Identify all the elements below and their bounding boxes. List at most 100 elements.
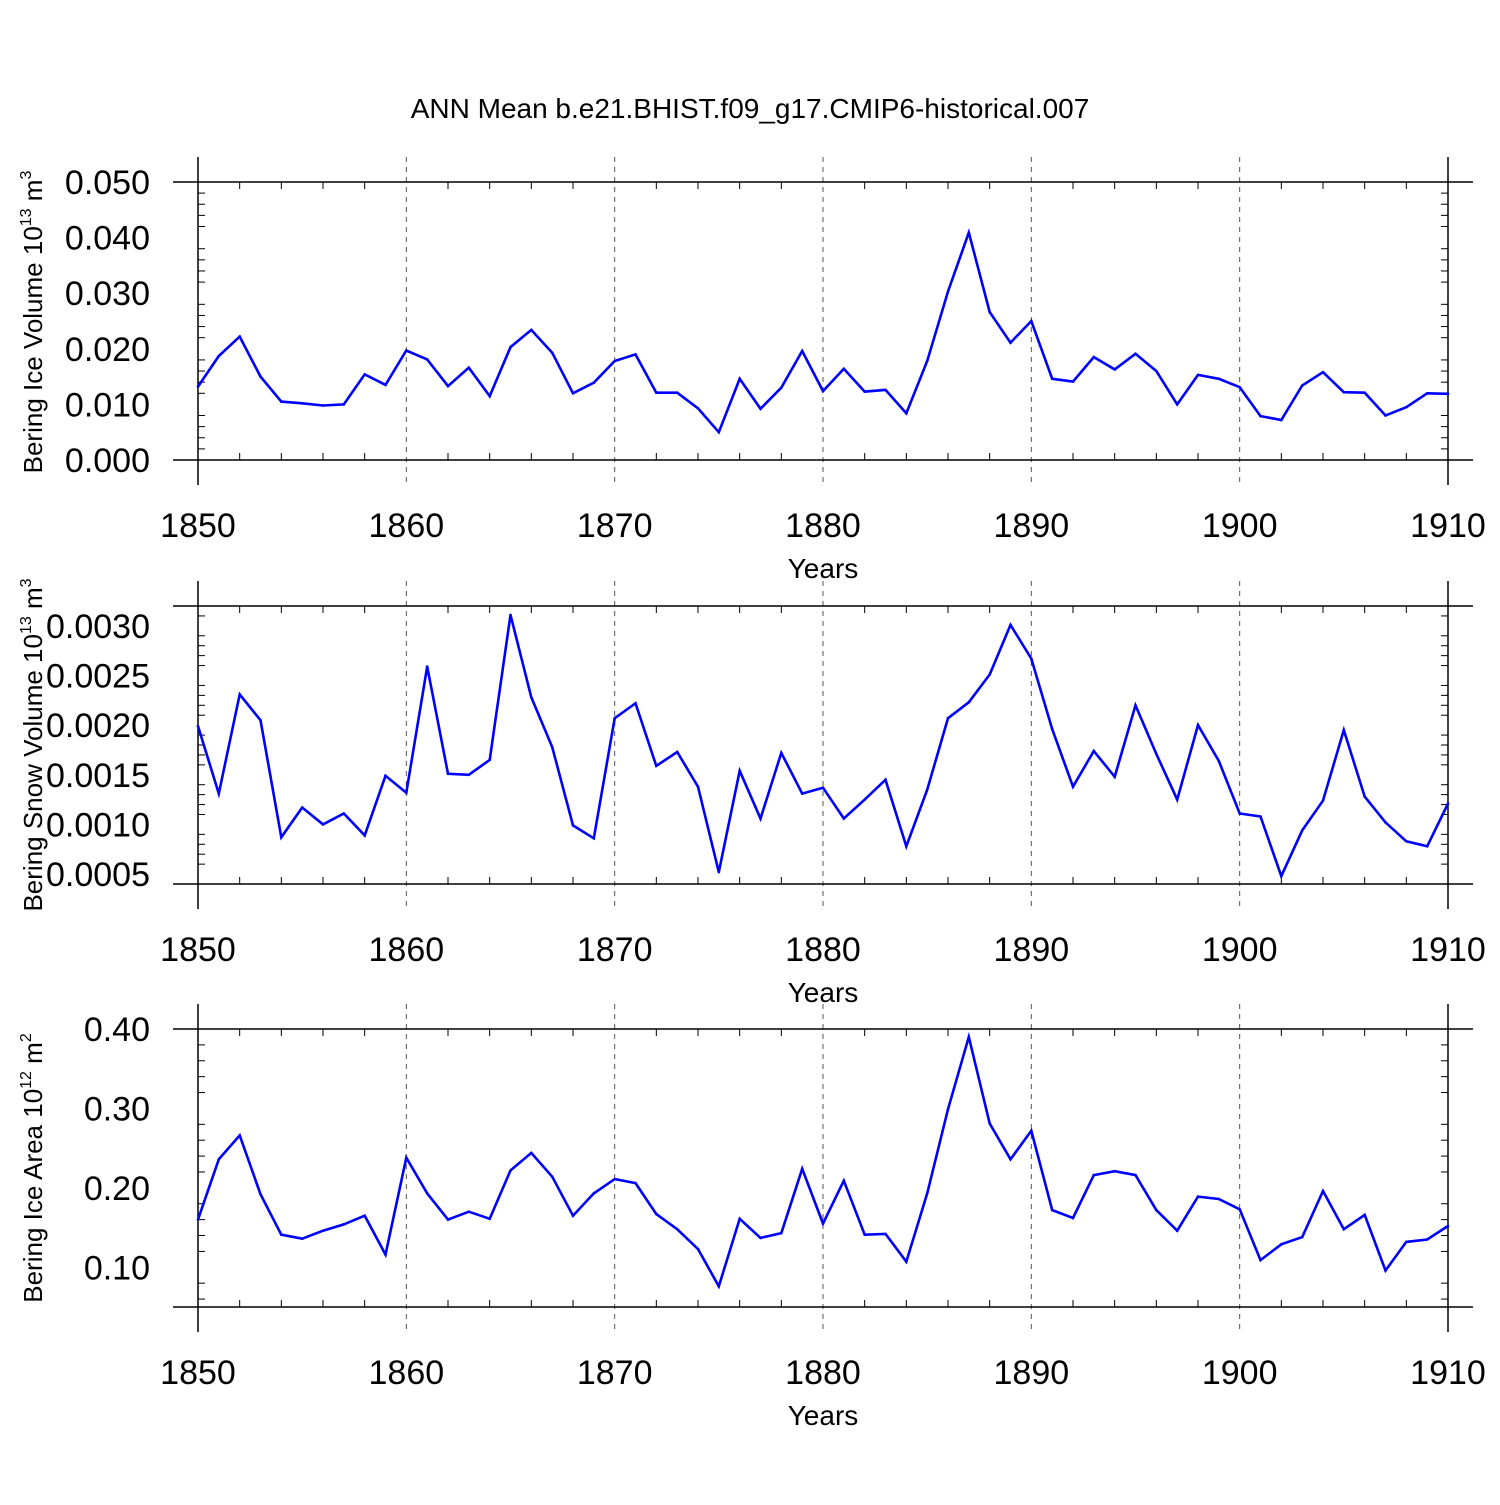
- data-point: [884, 388, 887, 392]
- data-point: [1196, 373, 1200, 377]
- data-point: [800, 792, 804, 795]
- data-point: [592, 1192, 596, 1195]
- data-point: [905, 845, 908, 848]
- x-tick-label: 1900: [1202, 1354, 1278, 1392]
- y-axis-label: Bering Ice Volume 1013 m3: [18, 171, 48, 474]
- data-point: [905, 1260, 908, 1263]
- data-point: [1446, 392, 1450, 396]
- data-point: [842, 367, 846, 371]
- x-tick-label: 1850: [160, 507, 236, 545]
- data-point: [1113, 368, 1116, 371]
- x-tick-label: 1890: [994, 931, 1070, 969]
- data-point: [675, 391, 679, 395]
- data-point: [946, 290, 950, 293]
- data-point: [1050, 1208, 1054, 1212]
- data-point: [300, 1237, 304, 1240]
- data-point: [1238, 812, 1241, 815]
- data-point: [800, 349, 804, 353]
- data-point: [425, 358, 429, 361]
- y-tick-label: 0.20: [84, 1170, 150, 1208]
- data-point: [759, 1236, 762, 1240]
- data-point: [1321, 1189, 1325, 1193]
- data-point: [488, 758, 492, 762]
- y-tick-label: 0.040: [65, 220, 150, 258]
- data-point: [925, 359, 929, 363]
- data-point: [467, 773, 471, 777]
- data-point: [238, 1134, 241, 1137]
- data-point: [1405, 1240, 1408, 1244]
- data-point: [571, 392, 575, 395]
- data-point: [300, 402, 304, 405]
- x-tick-label: 1860: [369, 507, 445, 545]
- x-tick-label: 1870: [577, 931, 653, 969]
- data-point: [280, 836, 283, 839]
- data-point: [280, 400, 283, 403]
- data-point: [1405, 840, 1408, 843]
- data-point: [217, 354, 221, 358]
- data-point: [259, 718, 262, 722]
- data-point: [446, 772, 450, 776]
- data-point: [1113, 1169, 1116, 1173]
- y-tick-label: 0.10: [84, 1249, 150, 1287]
- data-point: [1175, 798, 1179, 801]
- data-point: [530, 1151, 533, 1155]
- data-point: [905, 412, 908, 415]
- data-point: [405, 349, 408, 352]
- data-point: [259, 375, 262, 378]
- data-point: [842, 817, 846, 820]
- data-point: [1155, 369, 1158, 373]
- data-point: [1280, 418, 1283, 422]
- y-tick-label: 0.010: [65, 386, 150, 424]
- data-point: [842, 1179, 846, 1182]
- data-point: [1175, 403, 1179, 406]
- data-point: [821, 786, 825, 789]
- data-point: [634, 1181, 637, 1185]
- y-tick-label: 0.030: [65, 275, 150, 313]
- data-point: [1134, 1173, 1137, 1177]
- data-point: [363, 373, 367, 376]
- data-point: [1384, 821, 1387, 824]
- data-point: [988, 1122, 991, 1125]
- data-point: [1280, 874, 1283, 878]
- x-tick-label: 1860: [369, 931, 445, 969]
- data-point: [363, 1214, 367, 1217]
- data-point: [363, 834, 367, 837]
- data-point: [1405, 405, 1408, 409]
- data-point: [1217, 1197, 1221, 1201]
- data-point: [1155, 1208, 1158, 1212]
- data-point: [1030, 1129, 1033, 1132]
- data-point: [967, 231, 971, 234]
- data-point: [405, 1156, 408, 1159]
- data-point: [738, 769, 741, 773]
- x-tick-label: 1850: [160, 931, 236, 969]
- data-point: [384, 774, 387, 778]
- data-point: [1030, 657, 1033, 660]
- data-point: [1321, 370, 1325, 374]
- data-point: [1050, 377, 1054, 381]
- data-point: [280, 1233, 283, 1236]
- x-axis-label: Years: [788, 1400, 859, 1431]
- data-point: [592, 837, 596, 840]
- data-point: [217, 792, 221, 795]
- data-point: [1363, 795, 1366, 798]
- x-tick-label: 1910: [1410, 931, 1486, 969]
- data-point: [1342, 728, 1346, 732]
- data-point: [967, 701, 971, 704]
- data-point: [1384, 414, 1387, 417]
- panel-ice-area: 1850 1860 1870 1880 1890 1900 1910 Years 0.10 0.2…: [18, 1004, 1486, 1431]
- data-point: [571, 1214, 575, 1217]
- data-point: [613, 716, 616, 720]
- data-point: [655, 1212, 658, 1216]
- data-point: [925, 788, 929, 791]
- data-point: [988, 673, 991, 676]
- data-point: [780, 1231, 783, 1235]
- data-point: [613, 1177, 616, 1181]
- panel-snow-volume: 1850 1860 1870 1880 1890 1900 1910 Years 0.0005 0…: [18, 578, 1486, 1008]
- data-point: [1238, 1208, 1241, 1211]
- data-point: [821, 1222, 825, 1225]
- data-point: [1446, 1224, 1450, 1228]
- data-point: [946, 716, 950, 720]
- data-point: [1280, 1243, 1283, 1246]
- data-point: [1030, 319, 1033, 323]
- data-point: [488, 1217, 492, 1221]
